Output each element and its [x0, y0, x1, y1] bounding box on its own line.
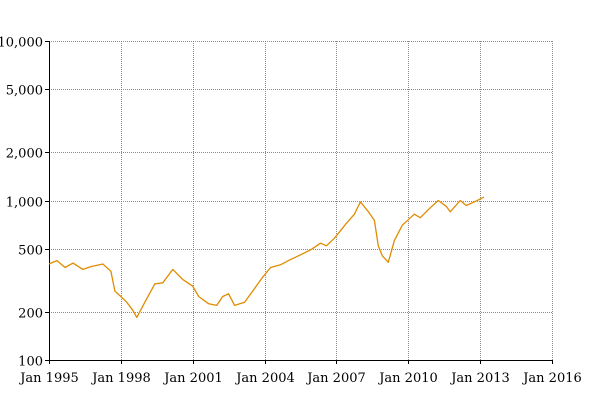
- y-tick-label: 2,000: [6, 147, 43, 162]
- y-tick-label: 500: [18, 244, 43, 259]
- x-tick-label: Jan 2004: [234, 371, 295, 386]
- tick-labels: 100 200 500 1,000 2,000 5,000 10,000 Jan 1995 Ja…: [0, 36, 582, 387]
- x-tick-label: Jan 2016: [521, 371, 582, 386]
- series-layer: [48, 196, 485, 319]
- x-tick-label: Jan 2001: [162, 371, 223, 386]
- x-tick-label: Jan 1998: [90, 371, 151, 386]
- x-tick-label: Jan 2010: [377, 371, 438, 386]
- x-tick-label: Jan 2007: [305, 371, 366, 386]
- y-tick-label: 10,000: [0, 36, 43, 51]
- series-line: [48, 196, 485, 319]
- y-tick-label: 5,000: [6, 84, 43, 99]
- y-tick-label: 100: [18, 355, 43, 370]
- axis-layer: [45, 41, 553, 364]
- x-tick-label: Jan 1995: [18, 371, 79, 386]
- y-tick-label: 1,000: [6, 196, 43, 211]
- x-tick-label: Jan 2013: [449, 371, 510, 386]
- y-tick-label: 200: [18, 307, 43, 322]
